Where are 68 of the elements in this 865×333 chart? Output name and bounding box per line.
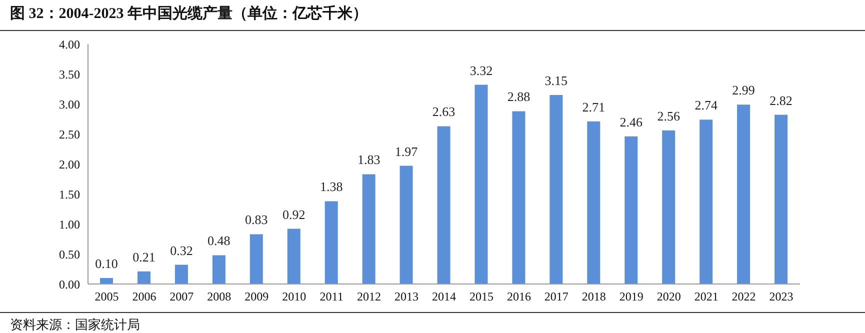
data-label: 2.63 — [432, 104, 456, 120]
data-label: 0.92 — [282, 206, 306, 222]
data-label: 1.38 — [320, 179, 343, 194]
data-label: 2.82 — [770, 92, 792, 108]
x-tick-label: 2020 — [656, 290, 681, 304]
y-tick-label: 0.00 — [59, 277, 80, 292]
data-label: 1.83 — [357, 152, 380, 168]
x-tick-label: 2011 — [320, 290, 344, 304]
data-label: 0.32 — [170, 242, 193, 258]
data-label: 1.97 — [394, 144, 418, 159]
x-tick-label: 2007 — [170, 290, 194, 304]
bar — [100, 278, 113, 284]
x-tick-label: 2023 — [769, 290, 794, 304]
bar — [324, 201, 338, 284]
y-tick-label: 2.00 — [59, 157, 80, 172]
data-label: 2.74 — [694, 98, 718, 113]
data-label: 0.48 — [208, 233, 230, 248]
chart-title: 图 32：2004-2023 年中国光缆产量（单位：亿芯千米） — [10, 4, 368, 23]
data-label: 2.46 — [620, 114, 644, 130]
data-label: 2.88 — [507, 89, 530, 104]
bar — [250, 234, 263, 284]
x-tick-label: 2018 — [582, 290, 606, 304]
data-label: 0.10 — [95, 256, 118, 271]
data-label: 2.56 — [657, 108, 680, 124]
data-label: 3.15 — [544, 73, 568, 88]
x-tick-label: 2013 — [394, 290, 419, 304]
bar — [400, 166, 413, 284]
y-tick-label: 3.50 — [59, 67, 80, 82]
y-tick-label: 1.00 — [59, 217, 80, 232]
text: 资料来源：国家统计局 — [10, 316, 140, 333]
bar — [662, 130, 676, 284]
x-tick-label: 2009 — [244, 290, 269, 304]
x-tick-label: 2012 — [357, 290, 382, 304]
bar — [550, 95, 563, 284]
y-tick-label: 0.50 — [59, 247, 80, 262]
data-label: 0.83 — [245, 212, 268, 228]
x-tick-label: 2016 — [506, 290, 531, 304]
x-tick-label: 2019 — [619, 290, 644, 304]
y-tick-label: 2.50 — [59, 127, 80, 142]
x-tick-label: 2022 — [732, 290, 756, 304]
bar — [137, 271, 150, 284]
y-tick-label: 3.00 — [59, 97, 80, 112]
bar — [737, 104, 750, 284]
x-tick-label: 2005 — [94, 290, 119, 304]
bar — [362, 174, 376, 284]
x-tick-label: 2014 — [432, 290, 456, 304]
bar — [624, 136, 638, 284]
x-tick-label: 2017 — [544, 290, 568, 304]
data-label: 2.71 — [582, 99, 606, 114]
y-tick-label: 4.00 — [59, 37, 80, 52]
bar — [474, 84, 488, 284]
bar — [512, 111, 526, 284]
bar — [174, 264, 188, 284]
x-tick-label: 2006 — [132, 290, 156, 304]
x-tick-label: 2021 — [694, 290, 718, 304]
x-tick-label: 2010 — [282, 290, 306, 304]
bar — [774, 114, 788, 284]
x-tick-label: 2008 — [207, 290, 232, 304]
data-label: 2.99 — [732, 82, 755, 98]
bar — [437, 126, 450, 284]
bar — [287, 228, 300, 284]
bar — [587, 121, 600, 284]
data-label: 3.32 — [470, 62, 493, 78]
data-label: 0.21 — [132, 249, 156, 264]
y-tick-label: 1.50 — [59, 187, 80, 202]
x-tick-label: 2015 — [469, 290, 494, 304]
bar — [700, 120, 713, 284]
bar — [212, 255, 226, 284]
